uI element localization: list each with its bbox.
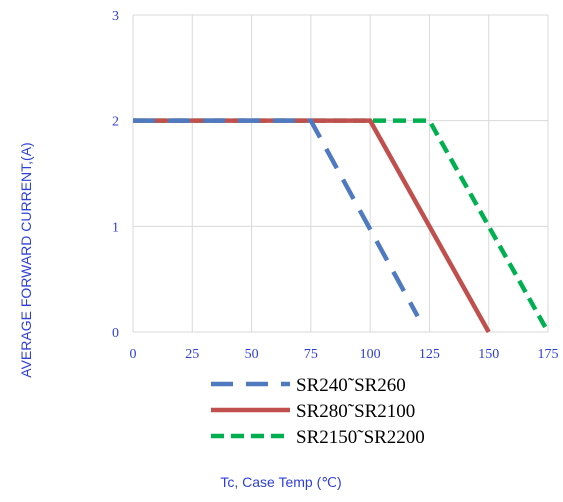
x-tick-label: 25: [185, 347, 199, 362]
legend-label: SR280˜SR2100: [296, 401, 415, 422]
y-axis-title: AVERAGE FORWARD CURRENT,(A): [18, 142, 34, 378]
x-tick-label: 0: [130, 347, 137, 362]
legend-label: SR2150˜SR2200: [296, 427, 425, 448]
x-tick-label: 100: [360, 347, 381, 362]
y-tick-label: 3: [112, 9, 119, 24]
series-lines: [133, 118, 550, 334]
tick-labels: 0 25 50 75 100 125 150 175 0 1 2 3: [112, 9, 559, 362]
legend-label: SR240˜SR260: [296, 375, 406, 396]
x-tick-label: 150: [478, 347, 499, 362]
x-tick-label: 125: [419, 347, 440, 362]
grid: [132, 14, 549, 333]
x-axis-title: Tc, Case Temp (℃): [220, 474, 342, 490]
series-line: [133, 118, 420, 318]
y-tick-label: 2: [112, 115, 119, 130]
legend: SR240˜SR260 SR280˜SR2100 SR2150˜SR2200: [211, 375, 425, 448]
x-tick-label: 175: [538, 347, 559, 362]
y-tick-label: 0: [112, 326, 119, 341]
y-tick-label: 1: [112, 220, 119, 235]
x-tick-label: 50: [245, 347, 259, 362]
x-tick-label: 75: [304, 347, 318, 362]
